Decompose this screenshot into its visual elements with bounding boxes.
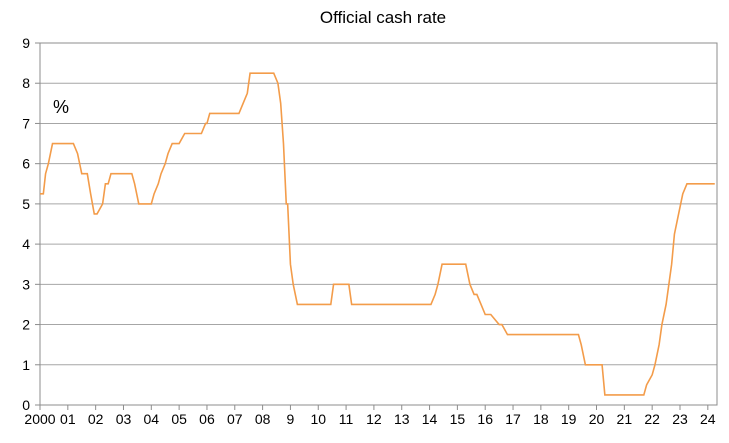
x-tick-label: 10 — [310, 411, 326, 427]
x-tick-label: 24 — [700, 411, 716, 427]
x-tick-label: 18 — [533, 411, 549, 427]
x-tick-label: 19 — [561, 411, 577, 427]
y-tick-label: 8 — [22, 75, 30, 91]
x-tick-label: 07 — [227, 411, 243, 427]
series-line-official-cash-rate — [40, 72, 715, 396]
x-tick-label: 9 — [287, 411, 295, 427]
x-tick-label: 01 — [60, 411, 76, 427]
x-tick-label: 22 — [644, 411, 660, 427]
x-tick-label: 23 — [672, 411, 688, 427]
y-axis: 0 1 2 3 4 5 6 7 8 9 — [22, 35, 40, 413]
y-tick-label: 9 — [22, 35, 30, 51]
x-tick-label: 04 — [144, 411, 160, 427]
x-tick-label: 02 — [88, 411, 104, 427]
y-tick-label: 7 — [22, 115, 30, 131]
x-tick-label: 08 — [255, 411, 271, 427]
x-tick-label: 16 — [477, 411, 493, 427]
x-tick-label: 20 — [589, 411, 605, 427]
plot-area-border — [39, 42, 718, 406]
y-tick-label: 3 — [22, 276, 30, 292]
y-tick-label: 6 — [22, 156, 30, 172]
y-tick-label: 2 — [22, 317, 30, 333]
y-tick-label: 0 — [22, 397, 30, 413]
x-tick-label: 21 — [617, 411, 633, 427]
y-tick-label: 1 — [22, 357, 30, 373]
x-tick-label: 06 — [199, 411, 215, 427]
x-tick-label: 17 — [505, 411, 521, 427]
x-tick-label: 12 — [366, 411, 382, 427]
chart-title: Official cash rate — [320, 8, 446, 27]
x-tick-label: 11 — [339, 411, 354, 427]
x-tick-label: 05 — [171, 411, 187, 427]
x-tick-label: 03 — [116, 411, 132, 427]
x-tick-label: 15 — [450, 411, 466, 427]
y-tick-label: 4 — [22, 236, 30, 252]
x-tick-label: 2000 — [24, 411, 55, 427]
x-tick-label: 14 — [422, 411, 438, 427]
x-axis: 2000 01 02 03 04 05 06 07 08 9 10 11 12 13 14 15 16 17 18 1… — [24, 405, 716, 427]
x-tick-label: 13 — [394, 411, 410, 427]
unit-label: % — [53, 97, 69, 117]
y-tick-label: 5 — [22, 196, 30, 212]
gridlines — [40, 82, 717, 366]
